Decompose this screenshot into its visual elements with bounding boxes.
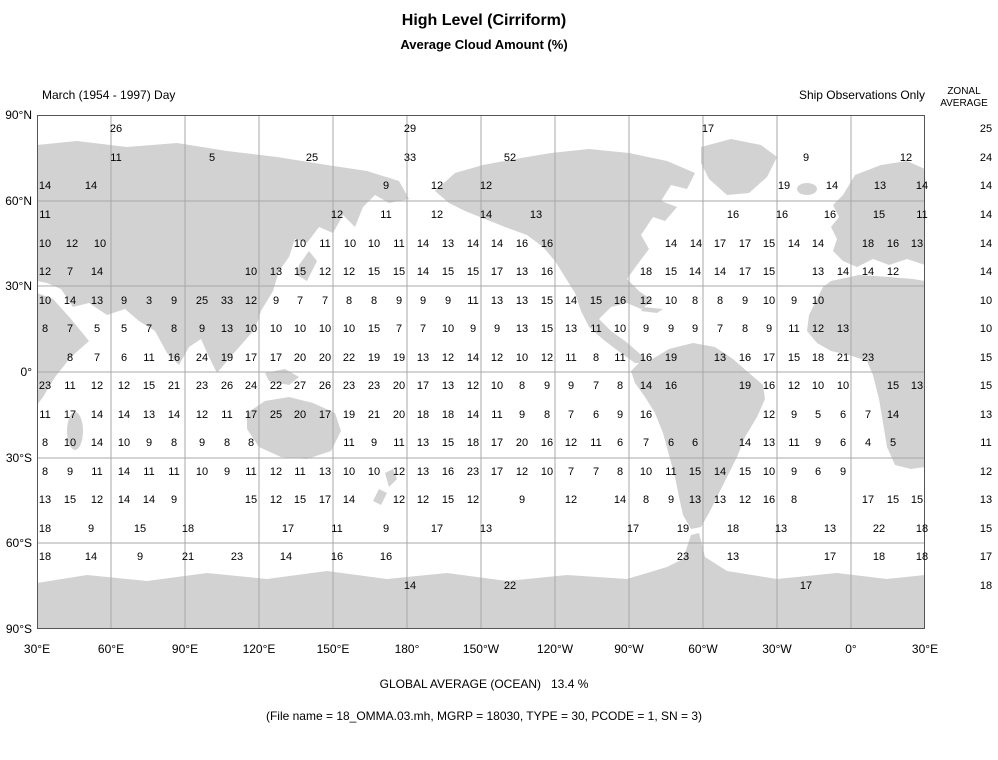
landmass-north-america <box>435 149 695 363</box>
lat-tick-label: 30°S <box>5 451 32 465</box>
lat-tick-label: 30°N <box>5 279 32 293</box>
landmass-europe <box>831 161 925 267</box>
zonal-average-header-line1: ZONAL <box>947 86 981 97</box>
source-label: Ship Observations Only <box>798 88 925 102</box>
landmass-south-america <box>631 343 765 529</box>
world-map-svg <box>37 115 925 629</box>
lon-tick-label: 90°E <box>171 642 199 656</box>
figure-title: High Level (Cirriform) <box>401 12 567 29</box>
gridline-layer <box>37 115 925 629</box>
lon-tick-label: 180° <box>394 642 420 656</box>
zonal-average-value: 10 <box>979 295 993 307</box>
map-border <box>37 115 925 629</box>
zonal-average-value: 15 <box>979 352 993 364</box>
lon-tick-label: 120°E <box>242 642 276 656</box>
landmass-new-zealand <box>373 469 397 505</box>
zonal-average-value: 13 <box>979 494 993 506</box>
zonal-average-value: 15 <box>979 523 993 535</box>
landmass-east-africa <box>37 293 89 405</box>
landmass-new-guinea <box>265 369 299 385</box>
lat-tick-label: 60°S <box>5 536 32 550</box>
period-label: March (1954 - 1997) Day <box>42 88 176 102</box>
file-info-label: (File name = 18_OMMA.03.mh, MGRP = 18030… <box>265 709 703 723</box>
zonal-average-value: 10 <box>979 323 993 335</box>
zonal-average-value: 14 <box>979 209 993 221</box>
landmass-greenland <box>701 139 777 195</box>
lat-tick-label: 90°S <box>5 622 32 636</box>
zonal-average-value: 14 <box>979 180 993 192</box>
lat-tick-label: 0° <box>20 365 32 379</box>
landmass-madagascar <box>67 412 83 450</box>
zonal-average-value: 15 <box>979 380 993 392</box>
lat-tick-label: 60°N <box>5 194 32 208</box>
zonal-average-value: 11 <box>980 437 992 449</box>
lon-tick-label: 60°W <box>688 642 718 656</box>
zonal-average-value: 25 <box>979 123 993 135</box>
lon-tick-label: 150°E <box>316 642 350 656</box>
landmass-cuba <box>641 307 663 313</box>
zonal-average-value: 14 <box>979 266 993 278</box>
lon-tick-label: 30°E <box>911 642 939 656</box>
landmass-japan <box>297 251 317 281</box>
landmass-africa <box>807 275 925 469</box>
zonal-average-value: 12 <box>979 466 993 478</box>
lon-tick-label: 120°W <box>536 642 574 656</box>
zonal-average-value: 13 <box>979 409 993 421</box>
zonal-average-value: 14 <box>979 238 993 250</box>
lon-tick-label: 150°W <box>462 642 500 656</box>
zonal-average-value: 17 <box>979 551 993 563</box>
landmass-australia <box>247 397 341 459</box>
lon-tick-label: 30°W <box>762 642 792 656</box>
zonal-average-header: ZONAL AVERAGE <box>932 86 996 110</box>
lon-tick-label: 30°E <box>23 642 51 656</box>
zonal-average-value: 18 <box>979 580 993 592</box>
landmass-iceland <box>797 183 817 195</box>
lat-tick-label: 90°N <box>5 108 32 122</box>
lon-tick-label: 90°W <box>614 642 644 656</box>
landmass-eurasia <box>37 141 409 373</box>
lon-tick-label: 60°E <box>97 642 125 656</box>
world-map <box>37 115 925 629</box>
figure-subtitle: Average Cloud Amount (%) <box>400 37 568 52</box>
zonal-average-header-line2: AVERAGE <box>940 98 988 109</box>
lon-tick-label: 0° <box>845 642 857 656</box>
global-average-label: GLOBAL AVERAGE (OCEAN) 13.4 % <box>379 677 589 691</box>
zonal-average-value: 24 <box>979 152 993 164</box>
